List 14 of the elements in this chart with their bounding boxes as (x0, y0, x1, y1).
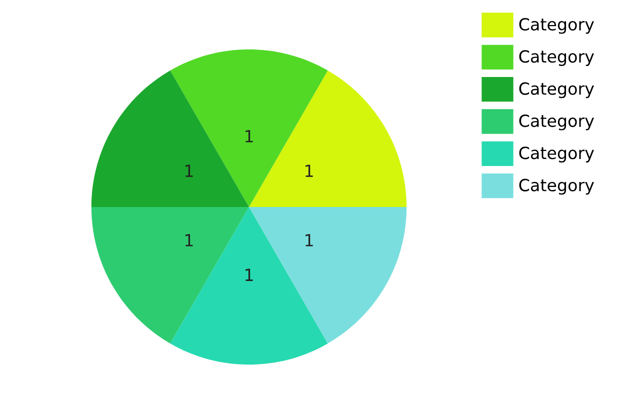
data-label: 1 (306, 164, 313, 177)
data-label: 1 (185, 234, 193, 246)
pie-slice (170, 207, 328, 365)
legend-label: Category (519, 178, 594, 195)
data-label: 1 (306, 234, 313, 246)
legend-label: Category (519, 50, 594, 66)
pie-slice (170, 49, 328, 207)
legend-label: Category (519, 82, 594, 98)
legend-label: Category (519, 114, 594, 130)
data-label: 1 (246, 268, 253, 281)
legend-label: Category (519, 18, 594, 34)
data-label: 1 (246, 130, 253, 142)
legend-label: Category (519, 146, 594, 162)
data-label: 1 (185, 164, 193, 177)
